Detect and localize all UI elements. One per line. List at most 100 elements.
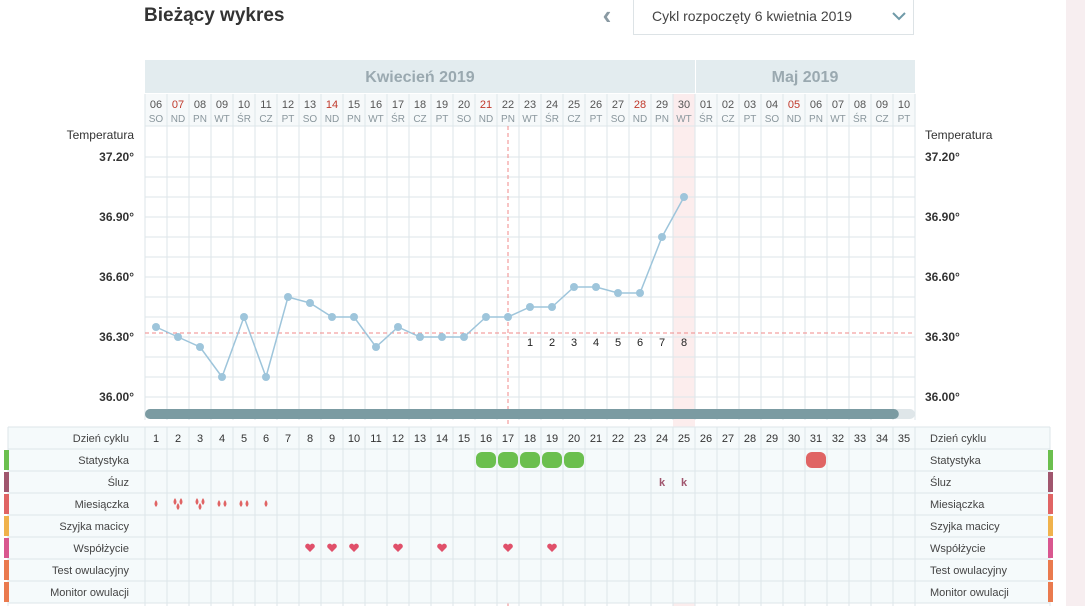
weekday-label: PT [898,114,911,125]
y-axis-label-right: Temperatura [925,128,993,142]
date-label: 22 [502,99,514,111]
row-color-bar-right [1048,516,1053,536]
cycle-day-number: 13 [414,433,426,445]
date-label: 01 [700,99,712,111]
row-color-bar-left [4,516,9,536]
mucus-mark: k [681,477,688,489]
blood-drop-icon [179,498,183,505]
row-label-right: Monitor owulacji [930,587,1009,599]
cycle-day-number: 32 [832,433,844,445]
temperature-point [240,313,248,321]
blood-drop-icon [201,498,205,505]
weekday-label: PT [436,114,449,125]
row-label-left: Statystyka [78,455,130,467]
date-label: 10 [238,99,250,111]
row-label-right: Śluz [930,476,951,489]
weekday-label: PT [744,114,757,125]
row-label-left: Śluz [108,476,129,489]
temperature-point [548,303,556,311]
weekday-label: ND [325,114,339,125]
weekday-label: CZ [875,114,888,125]
date-label: 29 [656,99,668,111]
weekday-label: ŚR [853,112,867,125]
row-label-left: Miesiączka [75,499,130,511]
temperature-point [350,313,358,321]
date-label: 17 [392,99,404,111]
row-color-bar-right [1048,450,1053,470]
cycle-day-number: 15 [458,433,470,445]
row-label-left: Dzień cyklu [73,433,129,445]
weekday-label: PN [655,114,669,125]
row-color-bar-right [1048,472,1053,492]
cycle-day-number: 10 [348,433,360,445]
date-label: 02 [722,99,734,111]
month-label: Maj 2019 [772,69,839,86]
weekday-label: SO [303,114,318,125]
month-header [145,60,695,93]
temperature-point [570,283,578,291]
cycle-day-number: 16 [480,433,492,445]
blood-drop-icon [239,500,243,507]
cycle-day-number: 23 [634,433,646,445]
previous-cycle-button[interactable]: ‹ [596,2,618,30]
row-color-bar-left [4,582,9,602]
blood-drop-icon [176,503,180,510]
row-label-left: Monitor owulacji [50,587,129,599]
post-ovulation-label: 4 [593,337,599,349]
cycle-day-number: 12 [392,433,404,445]
blood-drop-icon [154,500,158,507]
weekday-label: CZ [721,114,734,125]
temperature-point [482,313,490,321]
month-label: Kwiecień 2019 [365,69,475,86]
date-label: 03 [744,99,756,111]
row-label-left: Test owulacyjny [52,565,130,577]
cycle-day-number: 9 [329,433,335,445]
cycle-day-number: 34 [876,433,888,445]
y-tick-right: 36.00° [925,390,960,404]
weekday-label: PT [590,114,603,125]
row-color-bar-left [4,472,9,492]
temperature-point [680,193,688,201]
weekday-label: PN [347,114,361,125]
row-label-right: Dzień cyklu [930,433,986,445]
blood-drop-icon [223,500,227,507]
cycle-day-number: 27 [722,433,734,445]
temperature-point [328,313,336,321]
post-ovulation-label: 3 [571,337,577,349]
cycle-day-number: 20 [568,433,580,445]
temperature-point [460,333,468,341]
y-tick-right: 36.30° [925,330,960,344]
weekday-label: ŚR [545,112,559,125]
cycle-day-number: 33 [854,433,866,445]
post-ovulation-label: 7 [659,337,665,349]
date-label: 24 [546,99,558,111]
temperature-point [372,343,380,351]
y-tick-right: 36.90° [925,210,960,224]
heart-icon [503,543,513,552]
cycle-select-value: Cykl rozpoczęty 6 kwietnia 2019 [652,8,852,24]
cycle-day-number: 26 [700,433,712,445]
weekday-label: PN [809,114,823,125]
weekday-label: ND [171,114,185,125]
weekday-label: SO [149,114,164,125]
temperature-point [218,373,226,381]
row-label-left: Szyjka macicy [59,521,129,533]
temperature-line [155,196,685,380]
temperature-point [196,343,204,351]
y-tick-left: 36.30° [99,330,134,344]
statistic-fertile-mark [542,452,562,468]
cycle-day-number: 18 [524,433,536,445]
post-ovulation-label: 2 [549,337,555,349]
cycle-day-number: 6 [263,433,269,445]
temperature-point [614,289,622,297]
weekday-label: ŚR [391,112,405,125]
y-tick-right: 37.20° [925,150,960,164]
y-tick-left: 36.60° [99,270,134,284]
cycle-select[interactable]: Cykl rozpoczęty 6 kwietnia 2019 [633,0,914,35]
blood-drop-icon [173,498,177,505]
weekday-label: PT [282,114,295,125]
cycle-day-number: 24 [656,433,668,445]
cycle-day-number: 2 [175,433,181,445]
date-label: 15 [348,99,360,111]
